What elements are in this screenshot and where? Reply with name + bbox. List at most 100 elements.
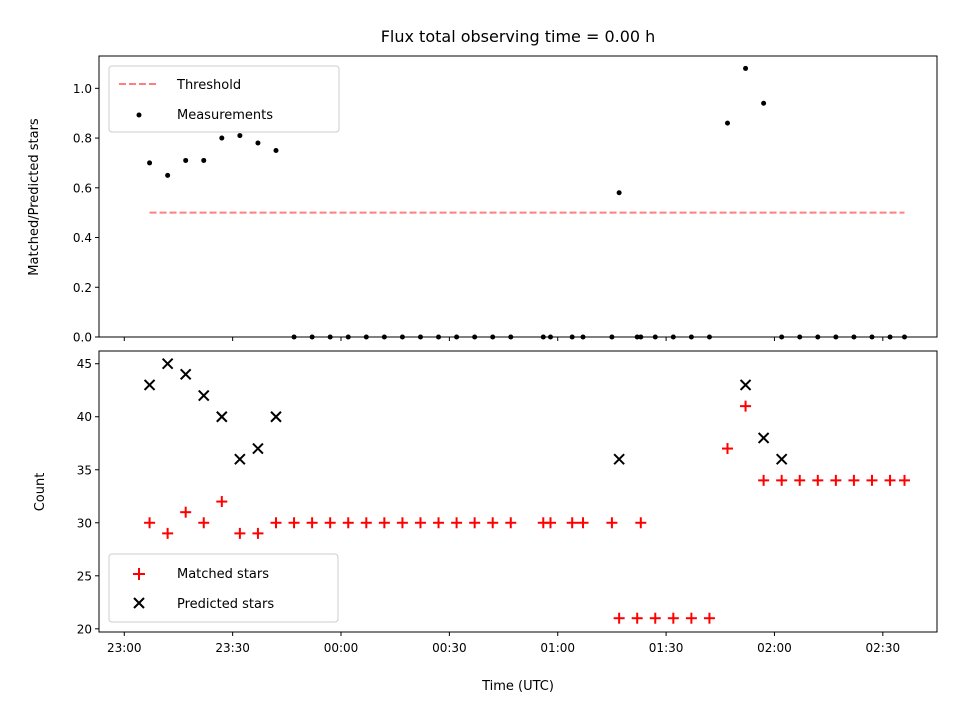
matched-star-marker bbox=[545, 517, 557, 529]
measurement-point bbox=[761, 100, 767, 106]
matched-star-marker bbox=[234, 527, 246, 539]
top-y-tick-label: 1.0 bbox=[73, 82, 92, 96]
x-tick-label: 23:00 bbox=[107, 641, 142, 655]
bottom-y-tick-label: 25 bbox=[77, 569, 92, 583]
predicted-star-marker bbox=[216, 411, 228, 423]
bottom-y-tick-label: 20 bbox=[77, 622, 92, 636]
chart-title: Flux total observing time = 0.00 h bbox=[381, 27, 656, 46]
matched-star-marker bbox=[414, 517, 426, 529]
x-tick-label: 01:30 bbox=[649, 641, 684, 655]
matched-star-marker bbox=[505, 517, 517, 529]
bottom-y-tick-label: 35 bbox=[77, 463, 92, 477]
legend-predicted-swatch bbox=[133, 597, 145, 609]
measurement-point bbox=[255, 140, 261, 146]
star-count-panel: 20 25 30 35 40 45 23:00 23:30 00:00 00:30 01:00 01:… bbox=[33, 350, 938, 694]
x-tick-label: 23:30 bbox=[215, 641, 250, 655]
matched-star-marker bbox=[884, 474, 896, 486]
bottom-legend-box bbox=[108, 553, 339, 623]
matched-star-marker bbox=[577, 517, 589, 529]
matched-star-marker bbox=[866, 474, 878, 486]
top-axes-frame bbox=[98, 55, 938, 338]
matched-star-marker bbox=[631, 612, 643, 624]
matched-star-marker bbox=[794, 474, 806, 486]
matched-star-marker bbox=[487, 517, 499, 529]
matched-star-marker bbox=[162, 527, 174, 539]
matched-star-marker bbox=[667, 612, 679, 624]
measurement-point bbox=[219, 135, 225, 141]
predicted-star-marker bbox=[739, 379, 752, 391]
predicted-star-marker bbox=[179, 368, 192, 381]
matched-star-marker bbox=[722, 443, 733, 455]
top-legend-box bbox=[108, 65, 340, 133]
legend-measurements-label: Measurements bbox=[177, 108, 273, 123]
matched-star-marker bbox=[451, 517, 463, 529]
legend-predicted-label: Predicted stars bbox=[177, 597, 274, 612]
matched-star-marker bbox=[433, 517, 445, 529]
predicted-star-marker bbox=[270, 411, 282, 423]
measurement-point bbox=[147, 160, 153, 166]
matched-star-marker bbox=[685, 612, 697, 624]
legend-matched-swatch bbox=[133, 568, 145, 580]
matched-star-marker bbox=[898, 474, 910, 486]
predicted-star-marker bbox=[775, 453, 788, 465]
predicted-star-marker bbox=[613, 453, 625, 465]
matched-star-marker bbox=[606, 517, 618, 529]
bottom-data-layer bbox=[143, 358, 910, 624]
matched-star-marker bbox=[848, 474, 860, 486]
bottom-axes-frame bbox=[98, 350, 938, 633]
matched-star-marker bbox=[216, 496, 228, 508]
legend-threshold-label: Threshold bbox=[176, 78, 241, 93]
top-y-tick-label: 0.6 bbox=[73, 181, 92, 195]
matched-star-marker bbox=[252, 527, 264, 539]
x-tick-label: 02:30 bbox=[866, 641, 901, 655]
predicted-star-marker bbox=[143, 379, 156, 391]
measurement-point bbox=[743, 65, 749, 71]
bottom-y-tick-label: 30 bbox=[77, 516, 92, 530]
matched-star-marker bbox=[469, 517, 481, 529]
matched-star-marker bbox=[776, 474, 788, 486]
measurement-point bbox=[725, 120, 730, 126]
matched-star-marker bbox=[613, 612, 625, 624]
top-y-tick-label: 0.8 bbox=[73, 132, 92, 146]
bottom-y-tick-label: 45 bbox=[77, 357, 92, 371]
top-ticks: 0.0 0.2 0.4 0.6 0.8 1.0 bbox=[73, 82, 884, 345]
flux-ratio-panel: Flux total observing time = 0.00 h 0.0 0.… bbox=[27, 27, 938, 345]
bottom-ticks: 20 25 30 35 40 45 23:00 23:30 00:00 00:30 01:00 01:… bbox=[77, 357, 900, 655]
x-axis-label: Time (UTC) bbox=[481, 679, 554, 694]
measurement-point bbox=[183, 157, 189, 163]
predicted-star-marker bbox=[234, 453, 246, 465]
matched-star-marker bbox=[635, 517, 647, 529]
measurement-point bbox=[237, 133, 243, 139]
legend-measurements-swatch bbox=[136, 112, 142, 118]
x-tick-label: 01:00 bbox=[540, 641, 575, 655]
matched-star-marker bbox=[566, 517, 578, 529]
top-data-layer bbox=[147, 65, 907, 340]
predicted-star-marker bbox=[757, 432, 770, 444]
matched-star-marker bbox=[198, 517, 210, 529]
matched-star-marker bbox=[758, 474, 770, 486]
matched-star-marker bbox=[342, 517, 354, 529]
matched-star-marker bbox=[378, 517, 390, 529]
measurement-point bbox=[165, 172, 171, 178]
matched-star-marker bbox=[396, 517, 408, 529]
top-y-axis-label: Matched/Predicted stars bbox=[27, 118, 42, 276]
top-y-tick-label: 0.0 bbox=[73, 331, 92, 345]
predicted-star-marker bbox=[161, 358, 174, 370]
x-tick-label: 00:00 bbox=[324, 641, 359, 655]
matched-star-marker bbox=[360, 517, 372, 529]
matched-star-marker bbox=[830, 474, 842, 486]
top-y-tick-label: 0.4 bbox=[73, 231, 92, 245]
matched-star-marker bbox=[649, 612, 661, 624]
matched-star-marker bbox=[288, 517, 300, 529]
matched-star-marker bbox=[144, 517, 156, 529]
matched-star-marker bbox=[306, 517, 318, 529]
measurement-point bbox=[616, 190, 622, 196]
measurement-point bbox=[273, 147, 279, 153]
top-legend: Threshold Measurements bbox=[108, 65, 340, 133]
bottom-y-axis-label: Count bbox=[33, 473, 48, 512]
matched-star-marker bbox=[270, 517, 282, 529]
predicted-star-marker bbox=[252, 442, 264, 455]
legend-matched-label: Matched stars bbox=[177, 567, 269, 582]
bottom-legend: Matched stars Predicted stars bbox=[108, 553, 339, 623]
